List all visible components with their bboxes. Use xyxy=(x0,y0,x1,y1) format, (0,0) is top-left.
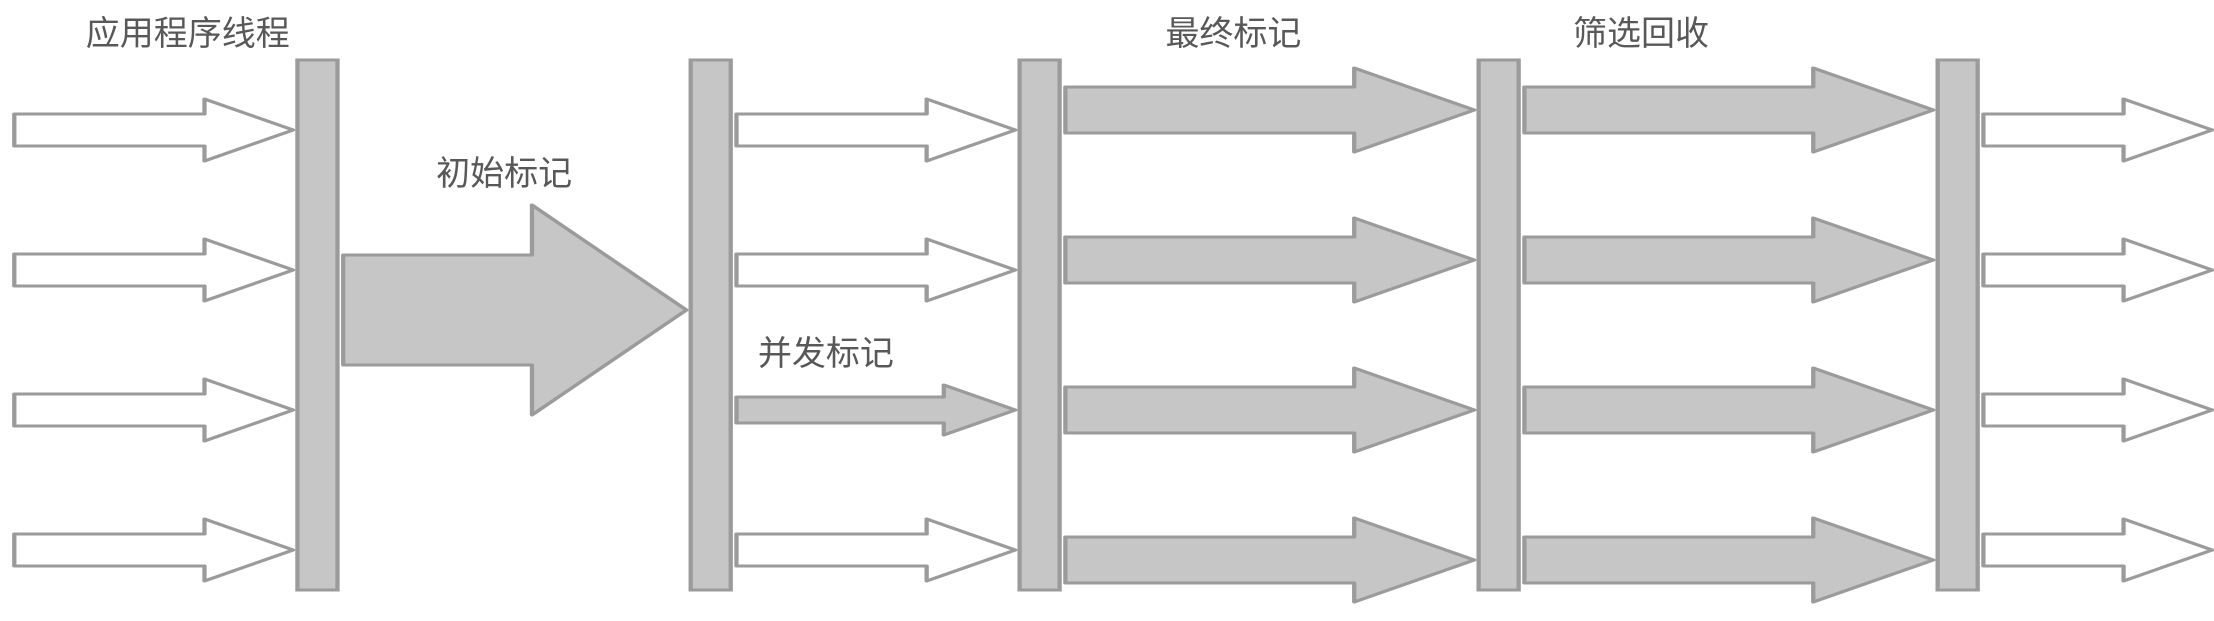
app-thread-arrow xyxy=(14,99,293,161)
app-thread-arrow xyxy=(14,519,293,581)
remark-collect-arrow xyxy=(1524,368,1933,452)
initial-mark-arrow xyxy=(343,205,686,415)
app-thread-arrow xyxy=(14,379,293,441)
remark-collect-arrow xyxy=(1524,518,1933,602)
barrier-bar xyxy=(691,60,731,590)
label-initial-mark: 初始标记 xyxy=(436,155,572,193)
app-thread-arrow xyxy=(1983,239,2212,301)
concurrent-mark-arrow xyxy=(736,385,1015,435)
remark-collect-arrow xyxy=(1524,218,1933,302)
app-thread-arrow xyxy=(1983,379,2212,441)
label-remark-collect: 筛选回收 xyxy=(1573,15,1709,53)
barrier-bar xyxy=(297,60,337,590)
label-final-mark: 最终标记 xyxy=(1165,15,1301,53)
barrier-bar xyxy=(1479,60,1519,590)
barrier-bar xyxy=(1938,60,1978,590)
final-mark-arrow xyxy=(1065,518,1474,602)
label-concurrent-mark: 并发标记 xyxy=(758,335,894,373)
app-thread-arrow xyxy=(736,99,1015,161)
app-thread-arrow xyxy=(1983,99,2212,161)
final-mark-arrow xyxy=(1065,218,1474,302)
final-mark-arrow xyxy=(1065,368,1474,452)
label-app-thread-left: 应用程序线程 xyxy=(86,15,290,53)
remark-collect-arrow xyxy=(1524,68,1933,152)
final-mark-arrow xyxy=(1065,68,1474,152)
app-thread-arrow xyxy=(736,519,1015,581)
app-thread-arrow xyxy=(1983,519,2212,581)
app-thread-arrow xyxy=(14,239,293,301)
app-thread-arrow xyxy=(736,239,1015,301)
barrier-bar xyxy=(1020,60,1060,590)
